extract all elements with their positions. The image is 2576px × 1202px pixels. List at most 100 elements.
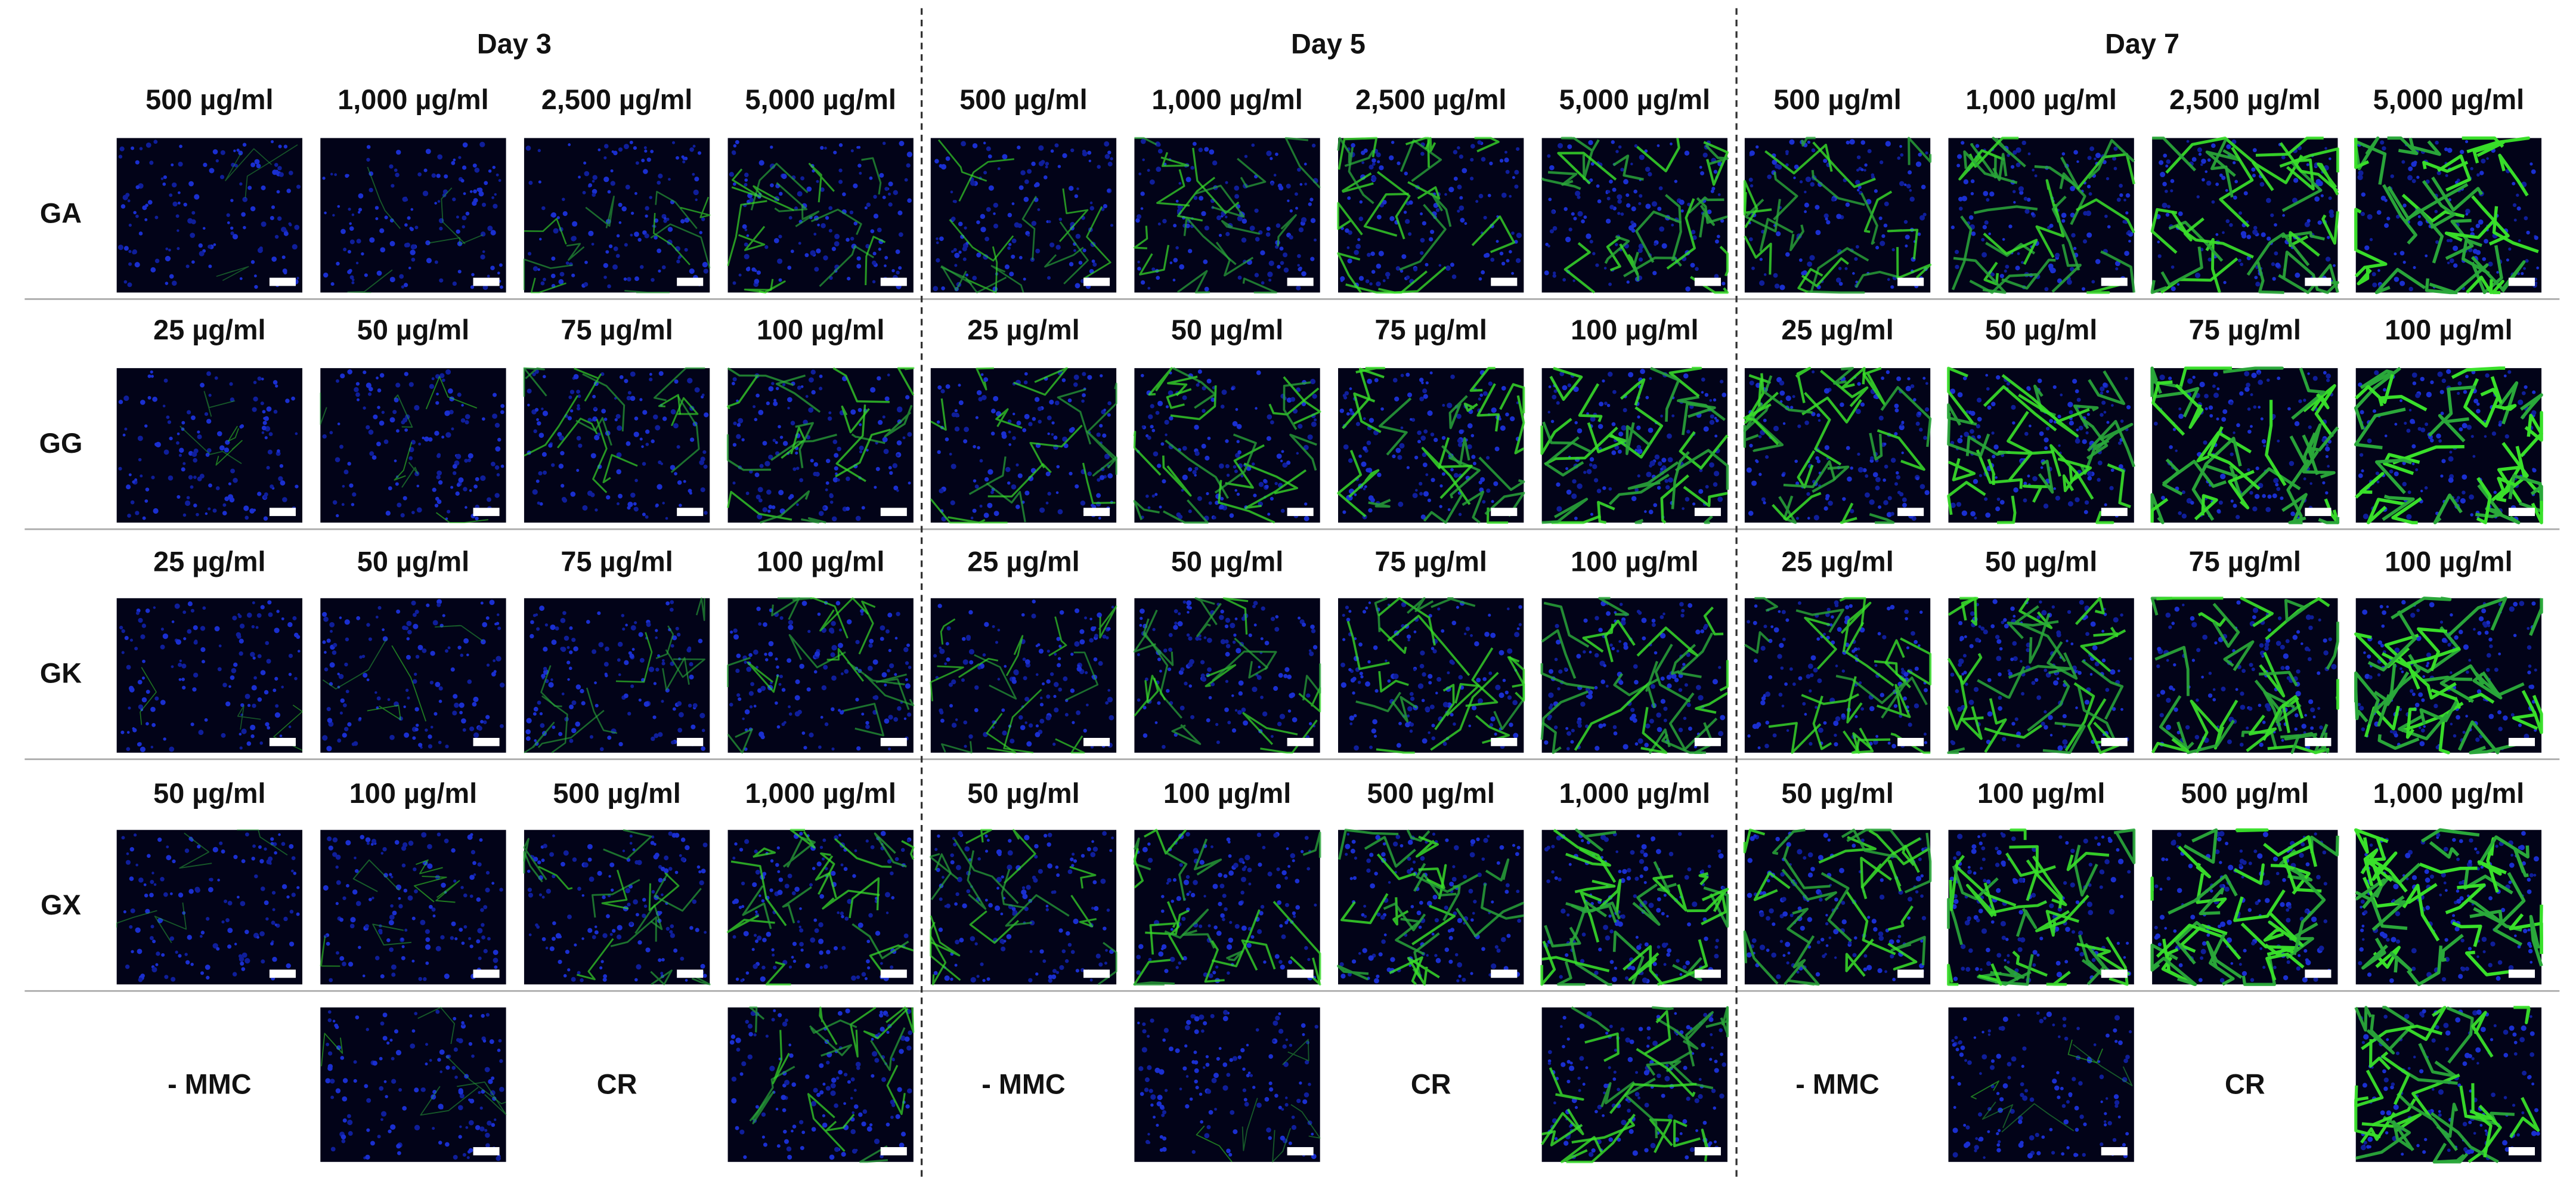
nucleus xyxy=(617,425,623,431)
nucleus xyxy=(1457,438,1462,443)
fiber xyxy=(2425,278,2458,295)
nucleus xyxy=(140,400,145,405)
nucleus xyxy=(492,413,497,419)
nucleus xyxy=(1367,252,1371,257)
nucleus xyxy=(907,198,912,203)
nucleus xyxy=(1023,196,1029,202)
nucleus xyxy=(641,159,645,163)
nucleus xyxy=(977,666,982,670)
nucleus xyxy=(2100,386,2105,392)
nucleus xyxy=(230,468,236,474)
nucleus xyxy=(1902,502,1907,508)
nucleus xyxy=(840,672,844,675)
nucleus xyxy=(2367,438,2372,444)
nucleus xyxy=(1295,206,1298,210)
nucleus xyxy=(1371,176,1377,181)
nucleus xyxy=(1206,378,1212,384)
nucleus xyxy=(187,601,193,607)
nucleus xyxy=(1168,633,1173,638)
nucleus xyxy=(1496,240,1499,243)
nucleus xyxy=(964,744,967,748)
nucleus xyxy=(1409,418,1413,421)
nucleus xyxy=(1956,163,1961,168)
nucleus xyxy=(1367,660,1371,664)
scale-bar xyxy=(677,508,704,517)
nucleus xyxy=(1253,601,1258,605)
nucleus xyxy=(1896,475,1900,480)
nucleus xyxy=(624,243,628,247)
nucleus xyxy=(1195,636,1200,641)
nucleus xyxy=(1453,150,1458,155)
nucleus xyxy=(639,657,645,663)
nucleus xyxy=(227,221,230,224)
micrograph xyxy=(1948,137,2136,294)
nucleus xyxy=(363,406,366,410)
nucleus xyxy=(1552,226,1558,231)
nucleus xyxy=(1155,141,1160,147)
nucleus xyxy=(496,613,500,616)
nucleus xyxy=(742,224,747,229)
nucleus xyxy=(1178,182,1182,185)
nucleus xyxy=(527,388,532,394)
micrograph xyxy=(726,367,915,524)
nucleus xyxy=(745,492,750,495)
nucleus xyxy=(2445,174,2448,177)
nucleus xyxy=(1412,493,1418,499)
nucleus xyxy=(1782,422,1786,425)
fiber xyxy=(2150,280,2168,294)
nucleus xyxy=(834,233,840,239)
nucleus xyxy=(1275,615,1279,619)
nucleus xyxy=(798,242,801,245)
nucleus xyxy=(2399,251,2405,256)
nucleus xyxy=(459,702,465,708)
nucleus xyxy=(395,172,400,178)
nucleus xyxy=(758,498,763,503)
nucleus xyxy=(252,656,256,660)
nucleus xyxy=(533,706,538,712)
nucleus xyxy=(630,371,636,377)
nucleus xyxy=(1854,257,1858,261)
nucleus xyxy=(834,241,840,247)
nucleus xyxy=(138,617,143,623)
nucleus xyxy=(322,434,327,439)
nucleus xyxy=(1082,393,1086,397)
nucleus xyxy=(151,722,156,727)
nucleus xyxy=(2275,262,2280,268)
nucleus xyxy=(1024,372,1028,376)
nucleus xyxy=(408,266,411,270)
nucleus xyxy=(779,435,784,439)
nucleus xyxy=(2213,393,2219,398)
nucleus xyxy=(618,741,623,747)
nucleus xyxy=(1823,506,1828,511)
nucleus xyxy=(541,206,546,211)
nucleus xyxy=(497,437,501,442)
fiber xyxy=(753,185,794,211)
nucleus xyxy=(1602,486,1606,490)
nucleus xyxy=(400,513,405,518)
nucleus xyxy=(657,484,662,490)
nucleus xyxy=(533,429,537,434)
nucleus xyxy=(140,634,145,639)
nucleus xyxy=(1365,606,1368,610)
nucleus xyxy=(1024,179,1029,184)
nucleus xyxy=(1394,396,1400,402)
concentration-label: 1,000 µg/ml xyxy=(1151,84,1302,115)
nucleus xyxy=(1204,225,1209,231)
nucleus xyxy=(1977,434,1981,439)
nucleus xyxy=(2206,180,2212,186)
nucleus xyxy=(645,429,650,434)
nucleus xyxy=(907,712,912,717)
nucleus xyxy=(1032,600,1036,604)
nucleus xyxy=(732,281,736,285)
nucleus xyxy=(2376,210,2382,215)
nucleus xyxy=(566,646,570,650)
nucleus xyxy=(434,260,438,264)
nucleus xyxy=(570,492,576,497)
nucleus xyxy=(2259,182,2265,187)
nucleus xyxy=(1491,500,1494,503)
nucleus xyxy=(603,156,607,160)
nucleus xyxy=(425,240,431,246)
nucleus xyxy=(2159,374,2165,381)
nucleus xyxy=(2266,197,2271,203)
